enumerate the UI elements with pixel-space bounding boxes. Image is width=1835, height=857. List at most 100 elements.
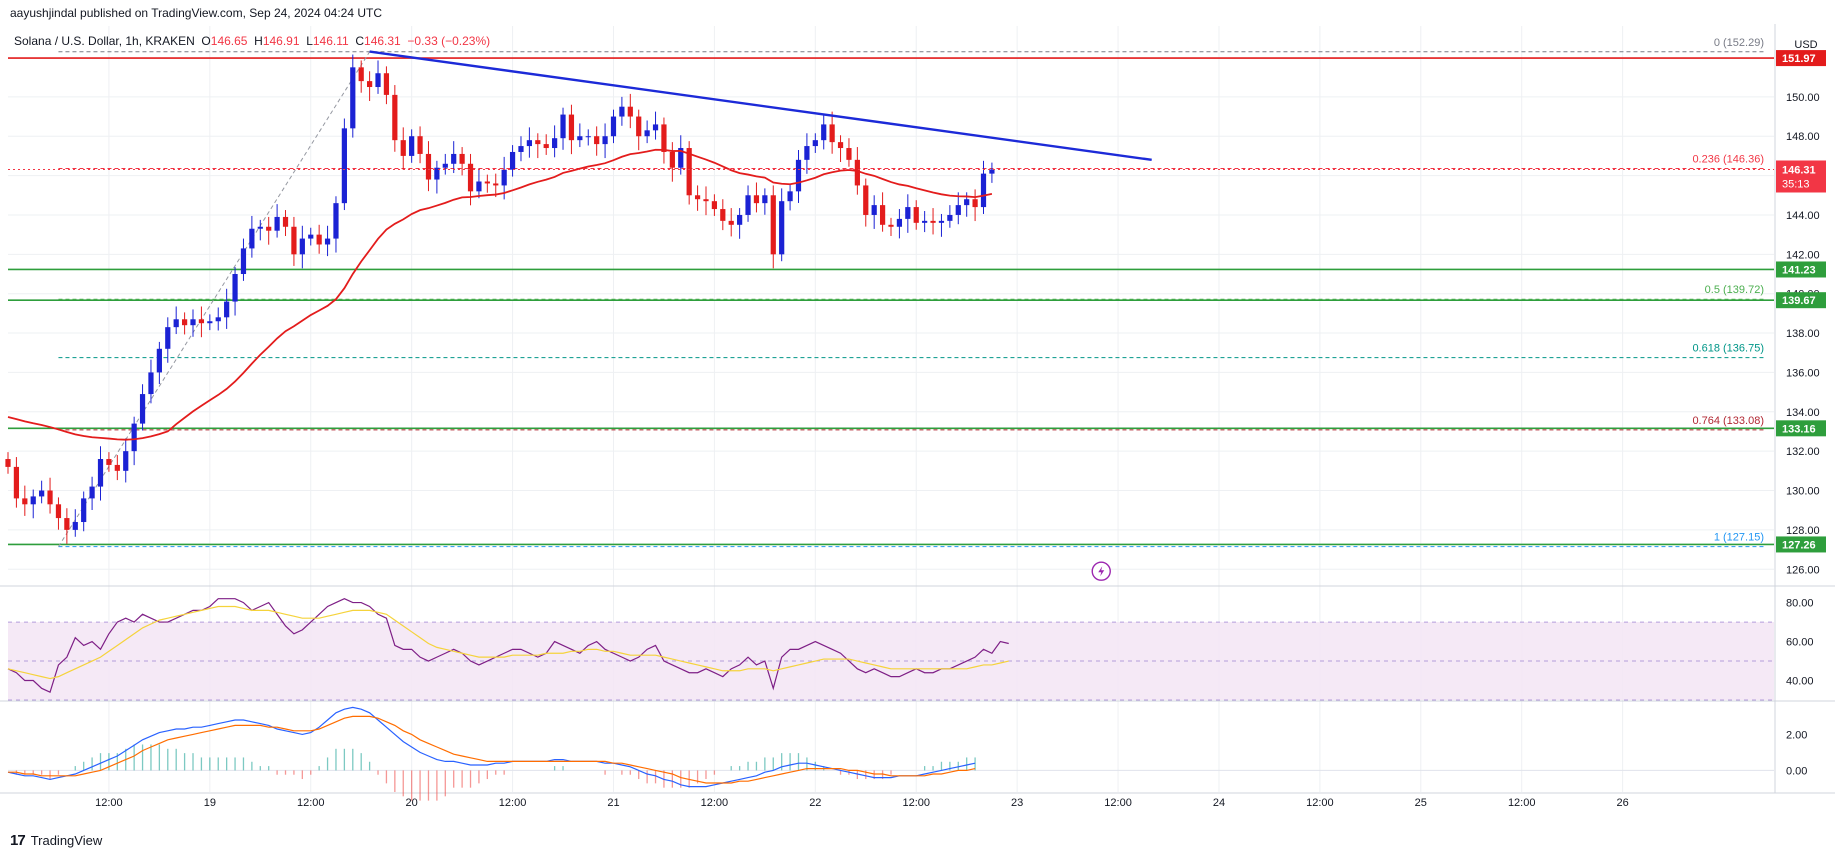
time-tick-11: 24 [1213,797,1225,809]
candle-body-85 [720,209,726,221]
level-tag-3: 133.16 [1782,423,1816,435]
candle-body-102 [863,185,869,215]
last-price-tag: 146.31 [1782,164,1816,176]
time-tick-6: 12:00 [701,797,729,809]
candle-body-117 [989,169,995,174]
candle-body-50 [425,153,432,180]
candle-body-21 [181,319,188,326]
candle-body-8 [72,522,78,530]
candle-body-28 [240,248,247,275]
candle-body-70 [594,136,600,145]
candle-body-111 [938,220,945,223]
candle-body-116 [980,173,987,208]
candle-body-54 [459,153,465,164]
candle-body-58 [493,183,499,186]
rsi-panel [7,598,1774,701]
candle-body-81 [686,148,692,196]
candle-body-98 [829,124,835,143]
candle-body-86 [728,220,734,225]
candle-body-103 [871,205,877,215]
symbol-name[interactable]: Solana / U.S. Dollar, 1h, KRAKEN [14,34,195,48]
candle-body-79 [669,151,675,168]
candle-body-45 [383,73,390,95]
candle-body-60 [509,151,516,170]
tradingview-brand: TradingView [30,833,103,848]
candle-body-104 [879,205,886,225]
candle-body-63 [535,140,541,145]
tradingview-logo[interactable]: 17 TradingView [10,832,102,849]
candle-body-96 [812,140,818,147]
candle-body-114 [964,199,970,206]
candle-body-3 [30,496,36,505]
candle-body-11 [97,459,104,487]
candle-body-12 [106,459,112,465]
candle-body-95 [804,146,810,160]
candle-body-83 [703,199,709,202]
candle-body-39 [333,203,339,239]
currency-label: USD [1794,39,1817,51]
time-tick-14: 12:00 [1508,797,1536,809]
countdown-tag: 35:13 [1782,178,1810,190]
candle-body-61 [518,146,524,152]
candle-body-55 [467,163,474,192]
candle-body-99 [837,142,844,149]
level-tag-2: 139.67 [1782,295,1816,307]
level-tag-bg-3 [1776,420,1826,437]
candle-body-49 [417,136,423,154]
close-label: C [355,34,365,48]
candle-body-14 [123,451,129,471]
candle-body-4 [39,490,45,497]
candle-body-44 [375,73,381,88]
candle-body-92 [779,201,785,255]
trend-line [369,50,1152,162]
horizontal-levels [8,57,1774,546]
candle-body-71 [602,136,608,145]
tradingview-mark-icon: 17 [10,832,26,849]
candle-body-62 [526,140,532,147]
time-tick-13: 25 [1415,797,1427,809]
candle-body-52 [442,163,448,168]
candle-body-91 [770,195,776,255]
candle-body-67 [568,114,575,141]
price-tick-0: 126.00 [1786,564,1820,576]
rsi-tick-0: 40.00 [1786,676,1814,688]
fib-label-2: 0.5 (139.72) [1705,284,1764,296]
candle-body-40 [341,128,347,204]
candle-body-75 [636,116,642,137]
rsi-line [7,598,1009,694]
price-tick-2: 130.00 [1786,486,1820,498]
candle-body-48 [409,136,415,156]
candle-body-47 [400,140,406,156]
candle-body-65 [552,138,558,149]
candle-body-82 [694,195,701,200]
close-value: 146.31 [364,34,401,48]
candle-body-9 [81,498,87,523]
symbol-ohlc-line: Solana / U.S. Dollar, 1h, KRAKEN O146.65… [14,34,490,48]
candle-body-18 [156,348,162,373]
candle-body-94 [795,159,802,192]
level-tag-bg-4 [1776,536,1826,553]
candle-body-72 [610,116,617,137]
macd-tick-1: 2.00 [1786,729,1807,741]
candlestick-series [5,54,995,544]
candle-body-101 [854,159,860,186]
time-tick-8: 12:00 [902,797,930,809]
level-tag-bg-1 [1776,261,1826,278]
candle-body-42 [358,67,364,82]
open-label: O [201,34,211,48]
rsi-tick-1: 60.00 [1786,637,1814,649]
fib-label-0: 0 (152.29) [1714,37,1764,49]
candle-body-78 [661,124,667,152]
candle-body-51 [434,167,440,180]
high-label: H [254,34,263,48]
candle-body-108 [913,207,919,223]
open-value: 146.65 [210,34,248,48]
fib-label-5: 1 (127.15) [1714,532,1764,544]
candle-body-5 [47,490,53,505]
candle-body-107 [905,207,911,219]
candle-body-1 [13,466,20,499]
rsi-tick-2: 80.00 [1786,598,1814,610]
time-tick-3: 20 [406,797,418,809]
price-tick-9: 144.00 [1786,210,1820,222]
